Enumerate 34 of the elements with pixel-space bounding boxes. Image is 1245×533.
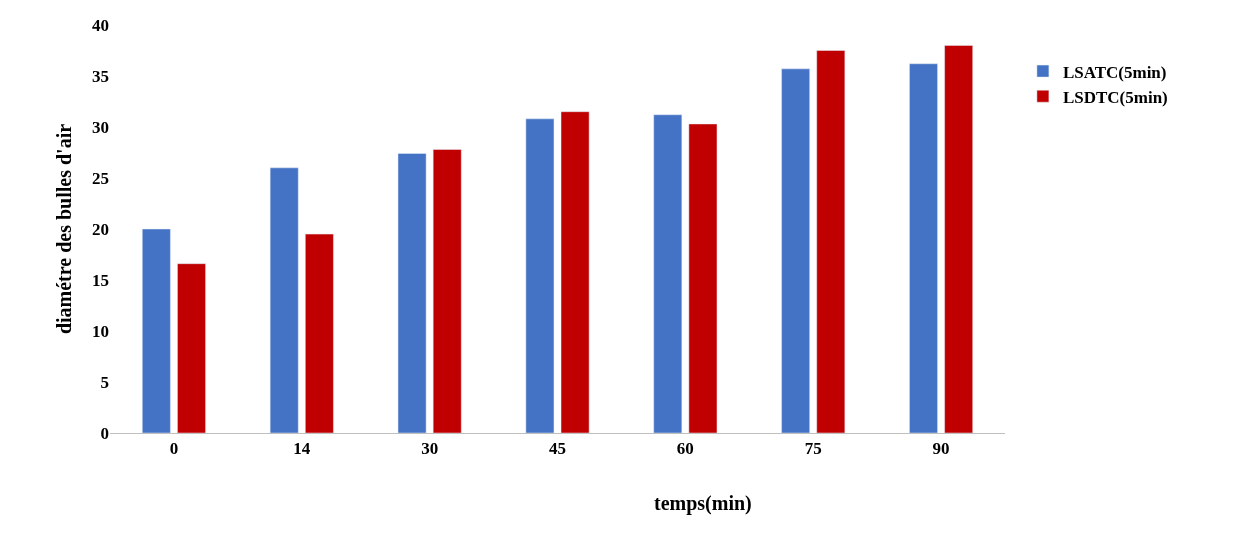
y-tick-label: 5 — [100, 372, 109, 392]
bar — [560, 111, 590, 433]
x-tick-label: 75 — [804, 439, 822, 459]
y-tick-label: 20 — [92, 219, 109, 239]
legend-label: LSATC(5min) — [1062, 62, 1167, 82]
y-tick-label: 0 — [100, 423, 109, 443]
y-tick-label: 10 — [92, 321, 109, 341]
legend-label: LSDTC(5min) — [1062, 87, 1168, 107]
x-tick-label: 30 — [421, 439, 439, 459]
bar — [909, 63, 938, 433]
bar — [305, 233, 334, 433]
x-tick-label: 0 — [169, 439, 179, 459]
y-tick-label: 35 — [92, 66, 109, 86]
y-tick-label: 25 — [92, 168, 109, 188]
y-tick-label: 40 — [92, 15, 109, 35]
bar — [525, 118, 555, 433]
bar — [688, 123, 718, 433]
x-tick-label: 14 — [293, 439, 311, 459]
bar — [944, 45, 973, 433]
bar — [397, 153, 427, 433]
bar — [142, 228, 171, 433]
x-axis-title: temps(min) — [654, 492, 752, 515]
y-tick-label: 30 — [92, 117, 109, 137]
x-tick-label: 60 — [676, 439, 694, 459]
y-axis-title: diamétre des bulles d'air — [52, 123, 75, 335]
bar — [177, 263, 206, 433]
bar — [432, 149, 462, 433]
bar — [653, 114, 683, 433]
x-tick-label: 90 — [932, 439, 950, 459]
y-tick-label: 15 — [92, 270, 109, 290]
bar — [781, 68, 810, 433]
x-tick-label: 45 — [549, 439, 566, 459]
bar — [269, 167, 299, 433]
bar — [816, 50, 846, 433]
